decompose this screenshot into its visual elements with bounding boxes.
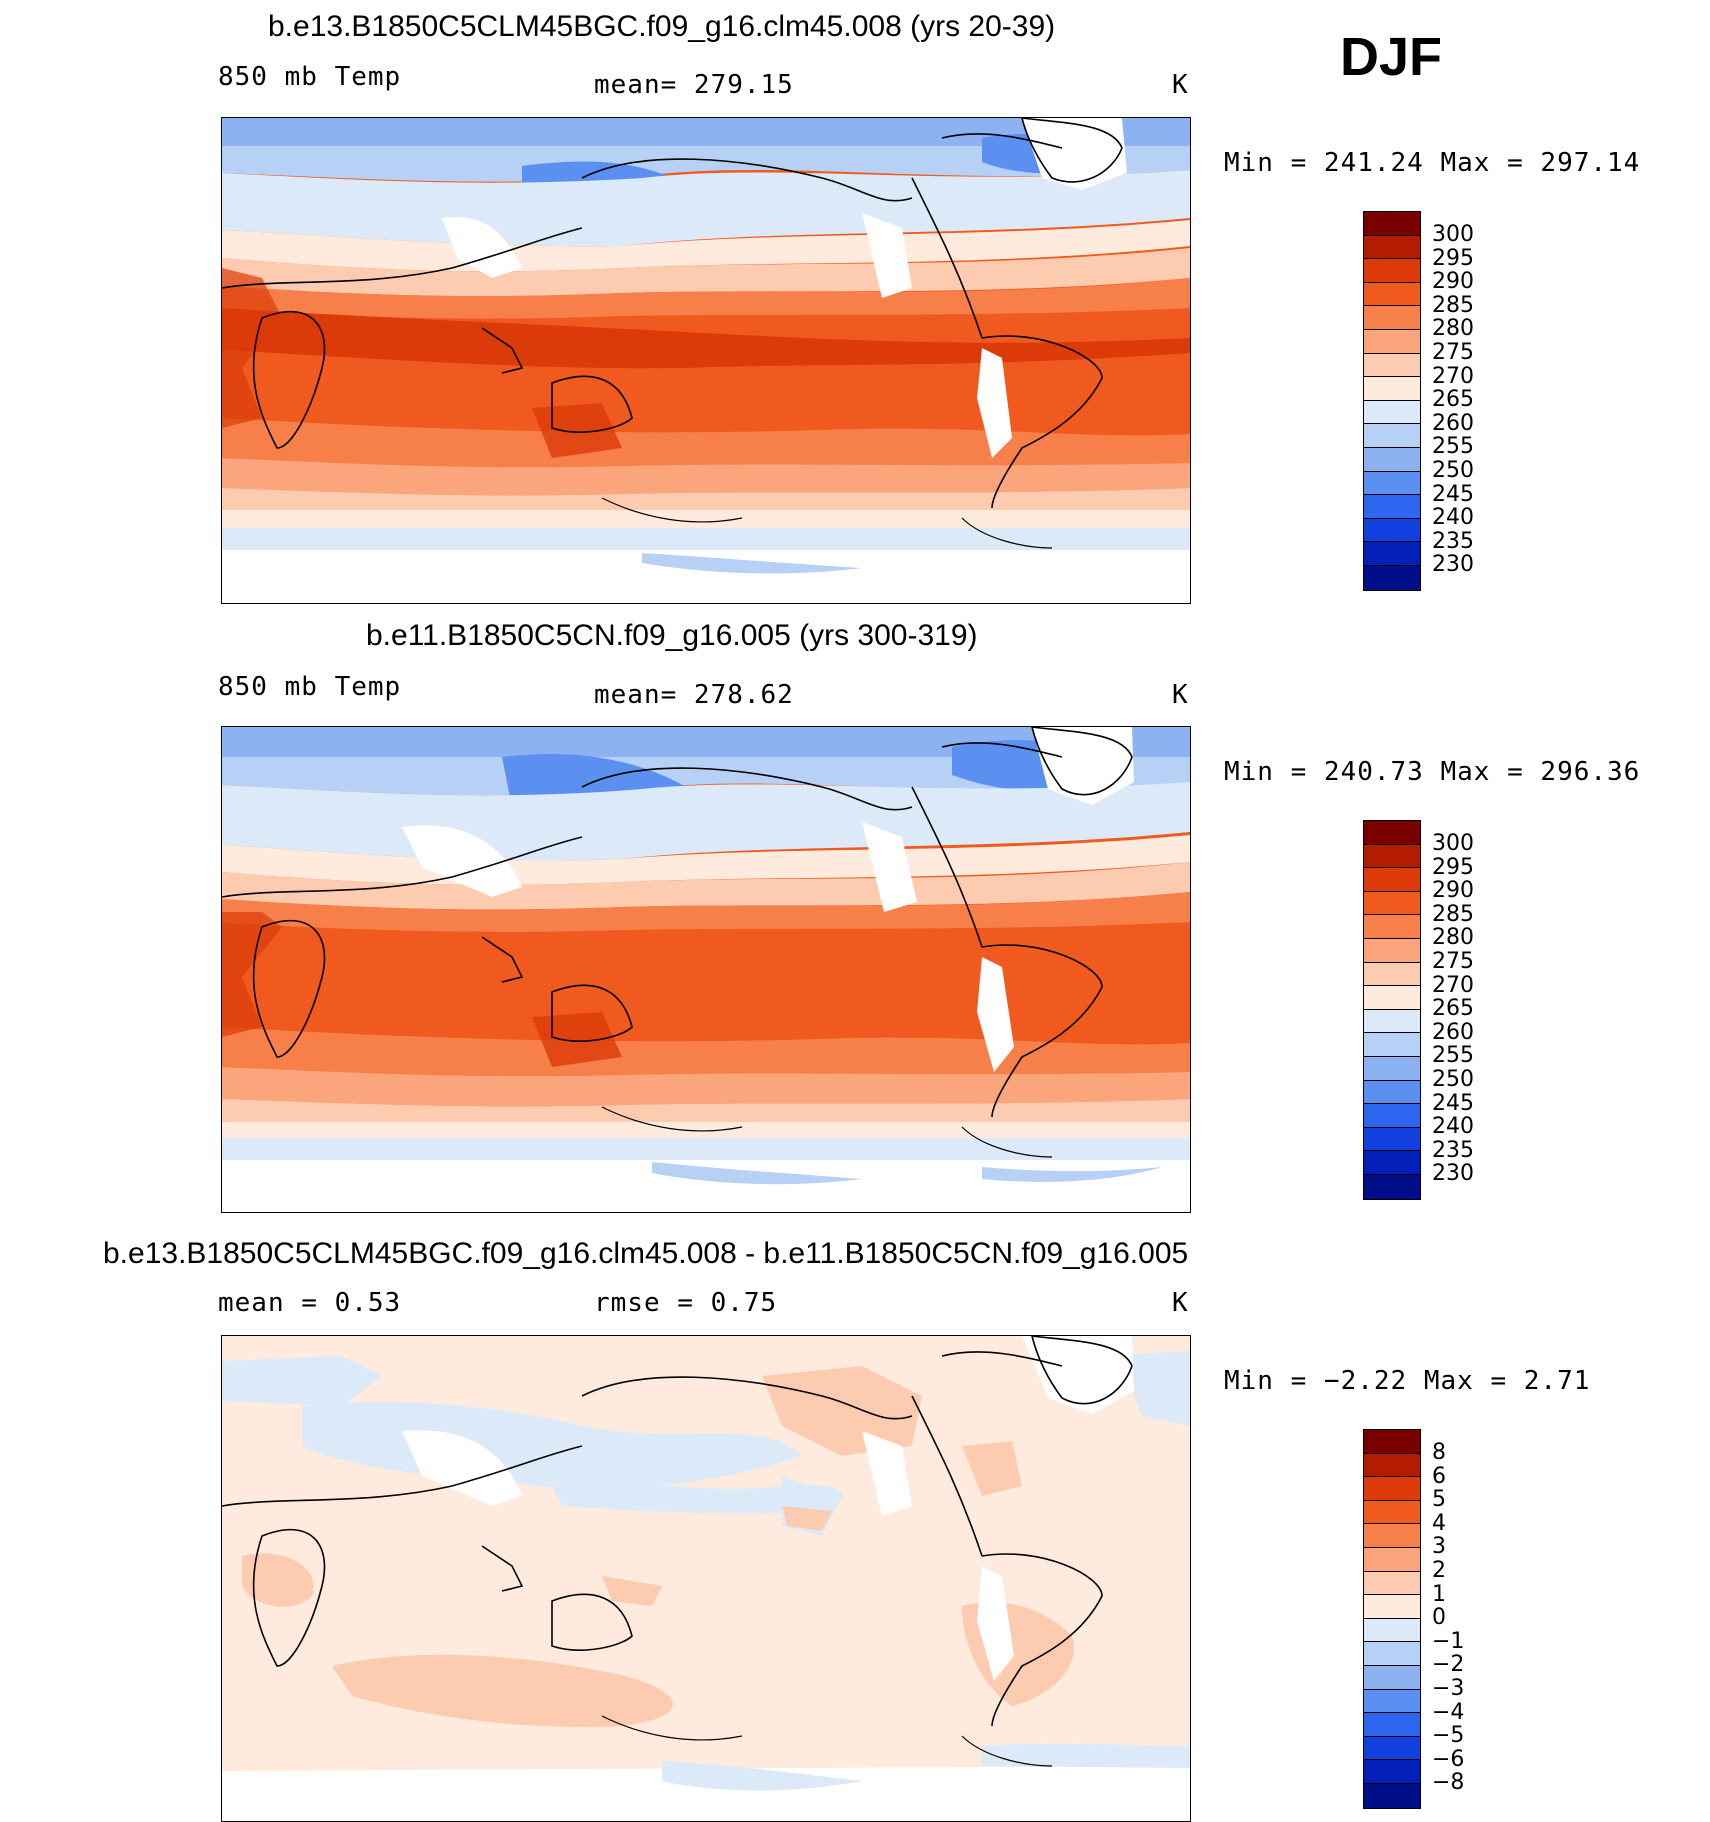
panel3-cbar-label: −6 — [1432, 1746, 1465, 1772]
panel1-mean-label: mean= 279.15 — [594, 70, 794, 100]
panel1-cbar-label: 265 — [1432, 387, 1474, 413]
panel2-cbar-label: 270 — [1432, 972, 1474, 998]
panel1-cbar-label: 260 — [1432, 410, 1474, 436]
panel3-cbar-label: −3 — [1432, 1675, 1465, 1701]
panel3-cbar-label: −1 — [1432, 1628, 1465, 1654]
panel1-colorbar — [1363, 211, 1421, 591]
panel2-map — [221, 726, 1191, 1213]
panel3-title: b.e13.B1850C5CLM45BGC.f09_g16.clm45.008 … — [103, 1237, 1189, 1270]
panel2-minmax: Min = 240.73 Max = 296.36 — [1224, 757, 1641, 787]
panel2-cbar-label: 240 — [1432, 1114, 1474, 1140]
panel1-minmax: Min = 241.24 Max = 297.14 — [1224, 148, 1641, 178]
panel2-colorbar-labels: 300 295 290 285 280 275 270 265 260 255 … — [1432, 831, 1474, 1187]
panel3-cbar-label: 0 — [1432, 1605, 1446, 1631]
panel3-cbar-label: −8 — [1432, 1770, 1465, 1796]
panel3-cbar-label: 5 — [1432, 1487, 1446, 1513]
panel2-cbar-label: 285 — [1432, 901, 1474, 927]
panel1-units-label: K — [1172, 70, 1189, 100]
panel2-cbar-label: 265 — [1432, 996, 1474, 1022]
panel1-cbar-label: 280 — [1432, 316, 1474, 342]
panel2-cbar-label: 250 — [1432, 1066, 1474, 1092]
panel2-variable-label: 850 mb Temp — [218, 672, 402, 702]
panel1-cbar-label: 250 — [1432, 457, 1474, 483]
panel2-cbar-label: 295 — [1432, 854, 1474, 880]
panel2-cbar-label: 290 — [1432, 878, 1474, 904]
panel2-cbar-label: 245 — [1432, 1090, 1474, 1116]
panel1-cbar-label: 285 — [1432, 292, 1474, 318]
panel1-cbar-label: 235 — [1432, 528, 1474, 554]
panel2-units-label: K — [1172, 680, 1189, 710]
panel3-mean-label: mean = 0.53 — [218, 1288, 402, 1318]
panel1-cbar-label: 295 — [1432, 245, 1474, 271]
panel1-cbar-label: 290 — [1432, 269, 1474, 295]
panel2-cbar-label: 260 — [1432, 1019, 1474, 1045]
panel3-cbar-label: −5 — [1432, 1723, 1465, 1749]
panel1-colorbar-labels: 300 295 290 285 280 275 270 265 260 255 … — [1432, 222, 1474, 578]
panel2-cbar-label: 275 — [1432, 948, 1474, 974]
panel1-cbar-label: 230 — [1432, 552, 1474, 578]
panel3-cbar-label: 8 — [1432, 1440, 1446, 1465]
panel2-cbar-label: 235 — [1432, 1137, 1474, 1163]
panel2-cbar-label: 255 — [1432, 1043, 1474, 1069]
panel3-cbar-label: 4 — [1432, 1510, 1446, 1536]
panel1-variable-label: 850 mb Temp — [218, 62, 402, 92]
panel3-colorbar-labels: 8 6 5 4 3 2 1 0 −1 −2 −3 −4 −5 −6 −8 — [1432, 1440, 1465, 1796]
panel1-cbar-label: 270 — [1432, 363, 1474, 389]
panel3-units-label: K — [1172, 1288, 1189, 1318]
panel1-cbar-label: 240 — [1432, 505, 1474, 531]
panel1-cbar-label: 300 — [1432, 222, 1474, 247]
panel1-map — [221, 117, 1191, 604]
panel3-rmse-label: rmse = 0.75 — [594, 1288, 778, 1318]
panel3-cbar-label: 6 — [1432, 1463, 1446, 1489]
panel1-cbar-label: 255 — [1432, 434, 1474, 460]
season-label: DJF — [1340, 27, 1443, 87]
panel2-cbar-label: 230 — [1432, 1161, 1474, 1187]
panel3-cbar-label: 3 — [1432, 1534, 1446, 1560]
panel1-cbar-label: 245 — [1432, 481, 1474, 507]
panel3-minmax: Min = −2.22 Max = 2.71 — [1224, 1366, 1591, 1396]
panel2-mean-label: mean= 278.62 — [594, 680, 794, 710]
panel3-cbar-label: 2 — [1432, 1557, 1446, 1583]
panel2-cbar-label: 280 — [1432, 925, 1474, 951]
panel2-colorbar — [1363, 820, 1421, 1200]
panel2-cbar-label: 300 — [1432, 831, 1474, 856]
panel3-cbar-label: −2 — [1432, 1652, 1465, 1678]
panel3-map — [221, 1335, 1191, 1822]
panel1-cbar-label: 275 — [1432, 339, 1474, 365]
panel3-cbar-label: −4 — [1432, 1699, 1465, 1725]
panel1-title: b.e13.B1850C5CLM45BGC.f09_g16.clm45.008 … — [268, 10, 1056, 43]
panel3-colorbar — [1363, 1429, 1421, 1809]
panel2-title: b.e11.B1850C5CN.f09_g16.005 (yrs 300-319… — [366, 619, 978, 652]
panel3-cbar-label: 1 — [1432, 1581, 1446, 1607]
